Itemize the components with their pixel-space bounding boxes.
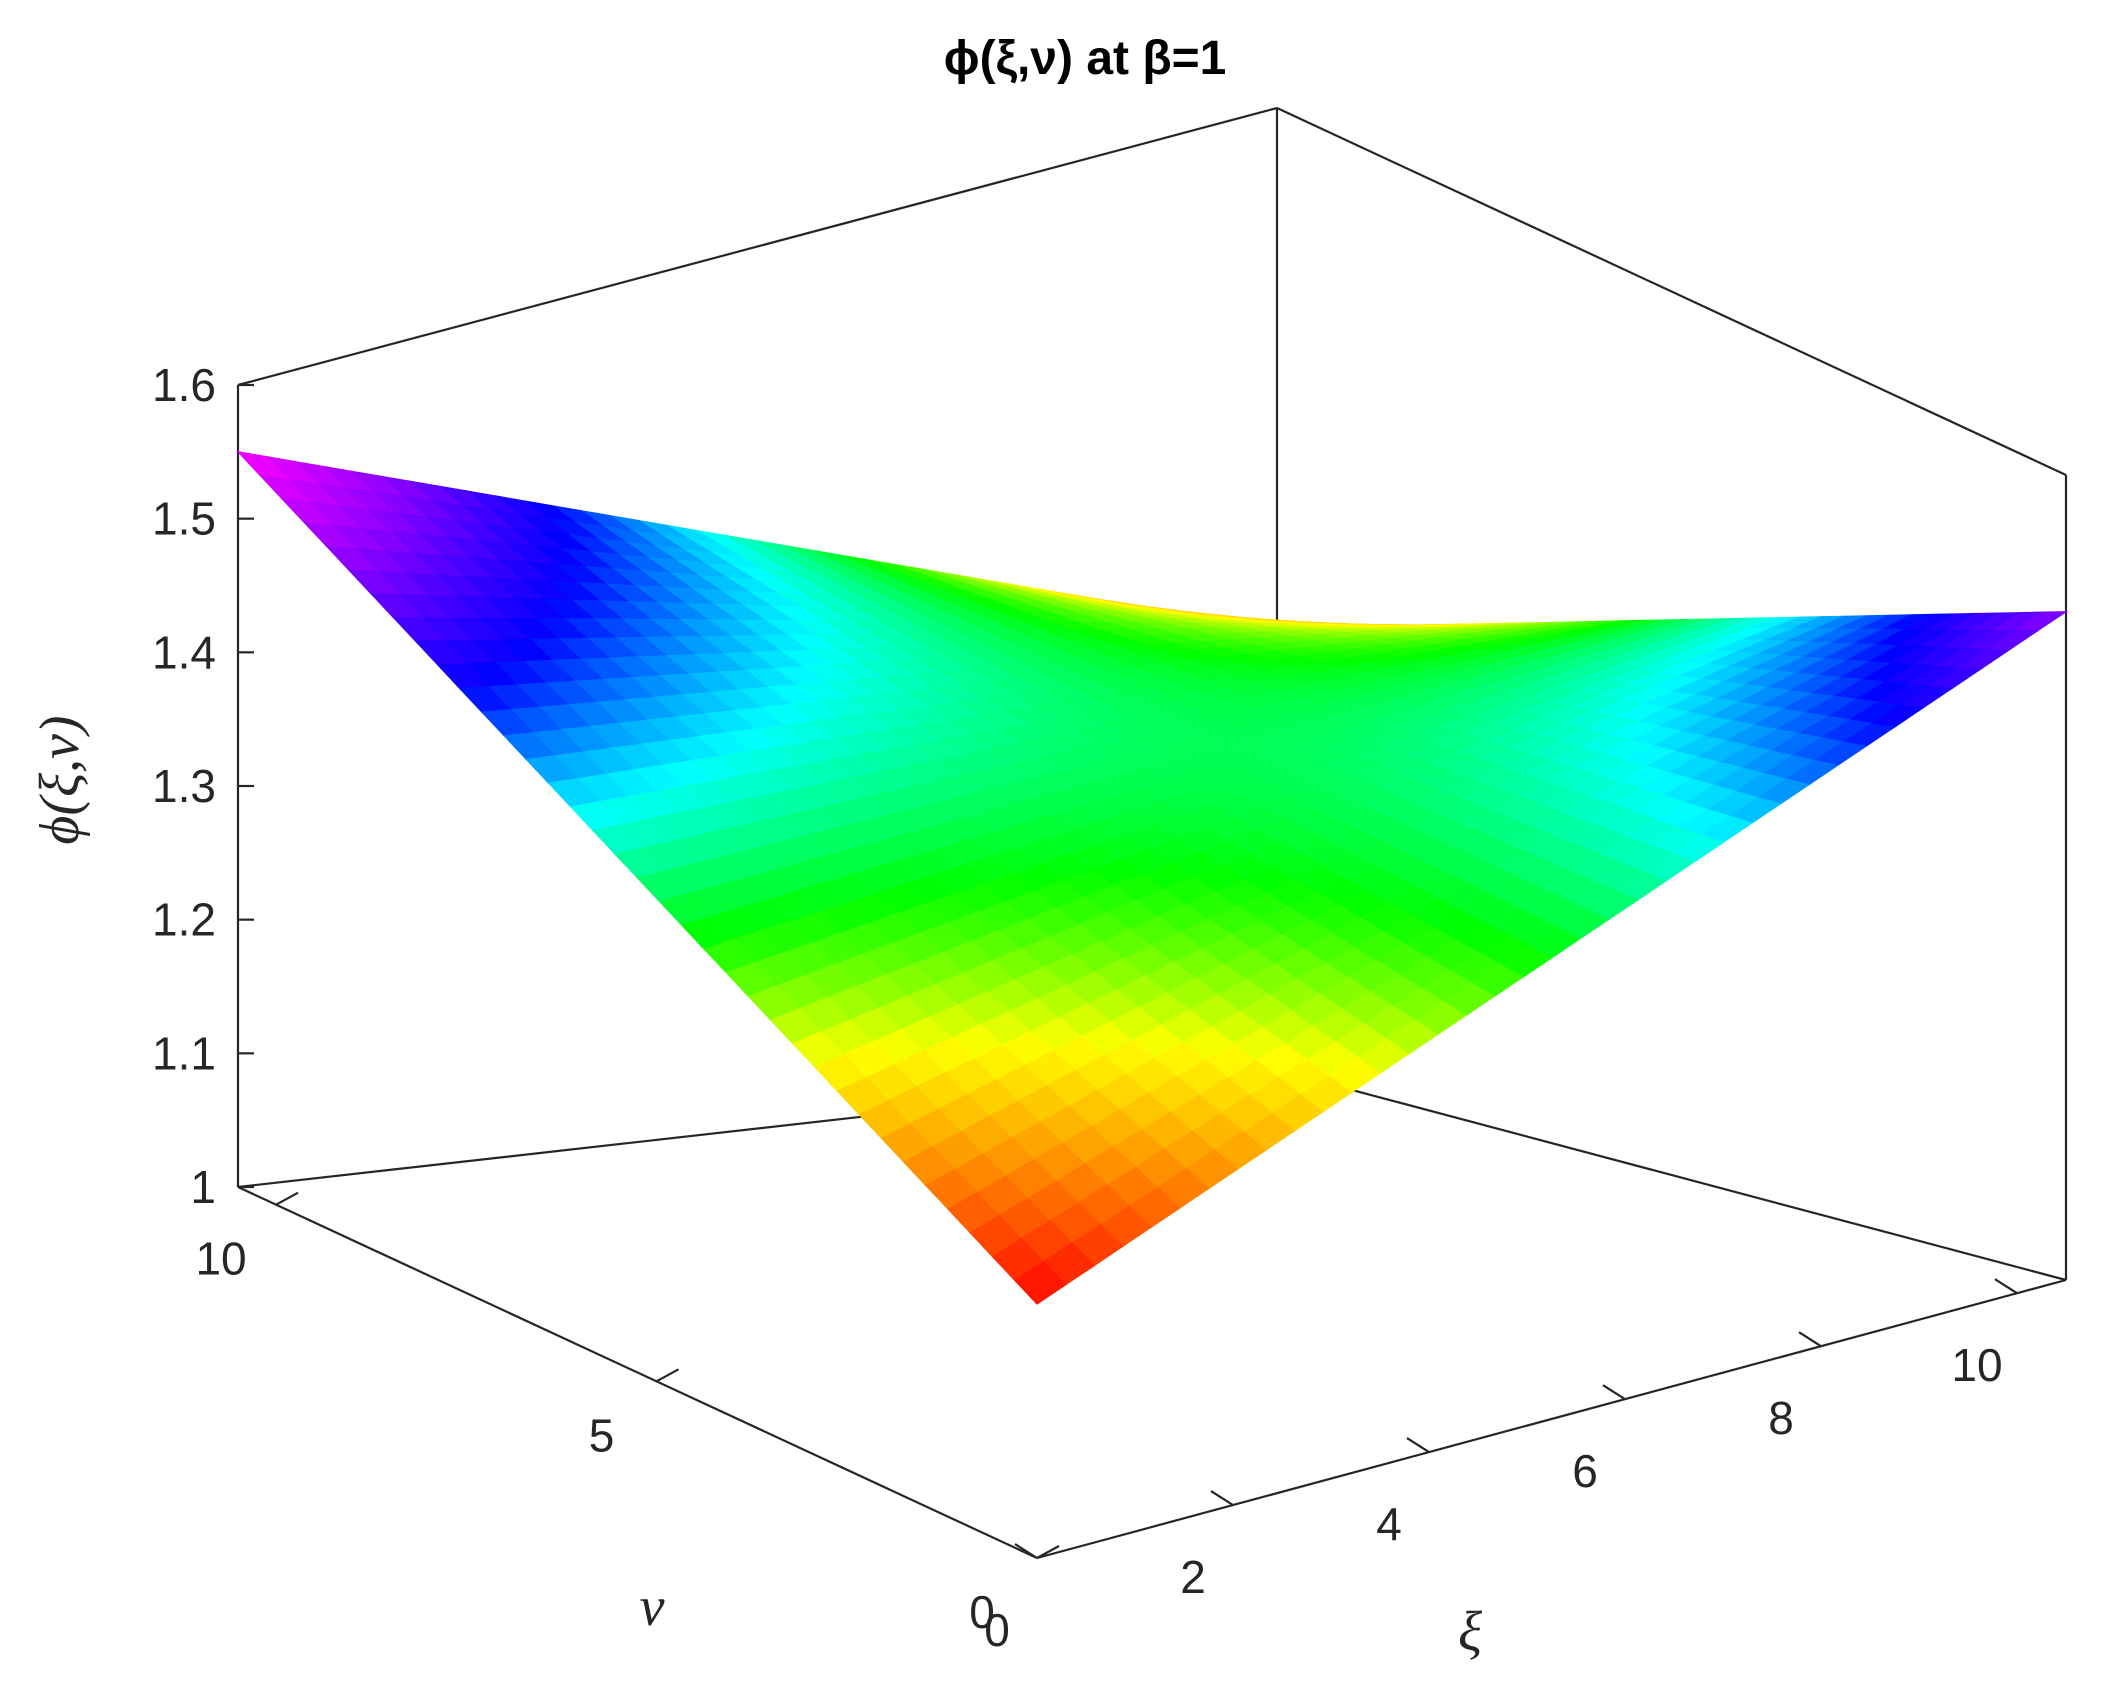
phi-surface bbox=[236, 450, 2069, 1305]
surface-patch bbox=[1013, 1261, 1067, 1305]
nu-tick-mark bbox=[1036, 1545, 1060, 1559]
xi-tick-mark bbox=[1798, 1331, 1822, 1348]
z-tick-label: 1.4 bbox=[152, 626, 216, 678]
xi-tick-mark bbox=[1994, 1278, 2018, 1295]
xi-tick-label: 4 bbox=[1376, 1498, 1402, 1550]
nu-tick-label: 10 bbox=[195, 1233, 246, 1285]
axes-box-front bbox=[237, 1186, 2067, 1560]
xi-tick-label: 8 bbox=[1768, 1392, 1794, 1444]
xi-tick-label: 2 bbox=[1180, 1551, 1206, 1603]
xi-tick-mark bbox=[1014, 1543, 1038, 1559]
axis-ticks: 1 1.1 1.2 1.3 1.4 1.5 1.6 0 2 4 6 8 10 0 5 10 bbox=[152, 359, 2018, 1656]
xi-tick-mark bbox=[1602, 1384, 1626, 1401]
xi-tick-label: 6 bbox=[1572, 1445, 1598, 1497]
xi-tick-label: 10 bbox=[1951, 1339, 2002, 1391]
x-axis-label: ξ bbox=[1458, 1601, 1482, 1663]
z-tick-label: 1.6 bbox=[152, 359, 216, 411]
z-tick-label: 1.5 bbox=[152, 493, 216, 545]
z-axis-label: ϕ(ξ,ν) bbox=[29, 715, 91, 844]
box-back-floor-right bbox=[1276, 1068, 2067, 1282]
nu-tick-label: 5 bbox=[589, 1409, 615, 1461]
nu-tick-mark bbox=[275, 1191, 299, 1206]
nu-tick-label: 0 bbox=[969, 1586, 995, 1638]
z-tick-label: 1.2 bbox=[152, 894, 216, 946]
xi-tick-mark bbox=[1210, 1490, 1234, 1506]
chart-title: ϕ(ξ,ν) at β=1 bbox=[944, 32, 1227, 85]
box-back-top-right bbox=[1276, 107, 2067, 476]
xi-tick-mark bbox=[1406, 1437, 1430, 1454]
y-axis-label: ν bbox=[640, 1576, 665, 1638]
z-tick-label: 1.3 bbox=[152, 760, 216, 812]
nu-tick-mark bbox=[655, 1368, 680, 1383]
z-tick-label: 1 bbox=[190, 1161, 216, 1213]
xi-axis-line bbox=[1036, 1278, 2067, 1560]
box-back-top-left bbox=[237, 106, 1278, 387]
xi-tick-label: 0 bbox=[984, 1604, 1010, 1656]
z-tick-label: 1.1 bbox=[152, 1027, 216, 1079]
nu-axis-line bbox=[237, 1186, 1038, 1559]
